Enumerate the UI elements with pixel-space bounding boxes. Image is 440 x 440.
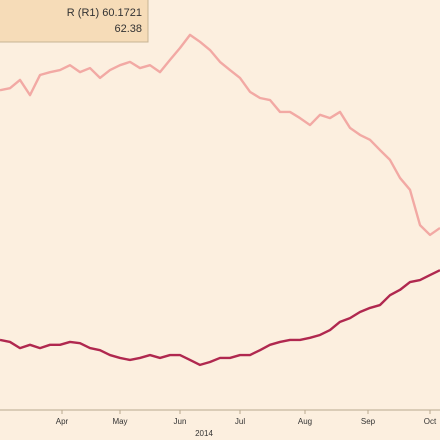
x-tick-label: Apr (56, 417, 69, 426)
x-tick-label: Oct (424, 417, 437, 426)
legend-entry: 62.38 (114, 23, 142, 35)
x-tick-label: Sep (361, 417, 376, 426)
x-tick-label: May (112, 417, 127, 426)
x-axis-label: 2014 (195, 429, 213, 438)
x-tick-label: Jul (235, 417, 245, 426)
lines (0, 33, 440, 367)
legend-entry: R (R1) 60.1721 (67, 7, 142, 19)
series-line (0, 269, 440, 367)
legend-box (0, 0, 149, 43)
series-line (0, 33, 440, 237)
x-tick-label: Aug (298, 417, 312, 426)
x-tick-label: Jun (174, 417, 187, 426)
